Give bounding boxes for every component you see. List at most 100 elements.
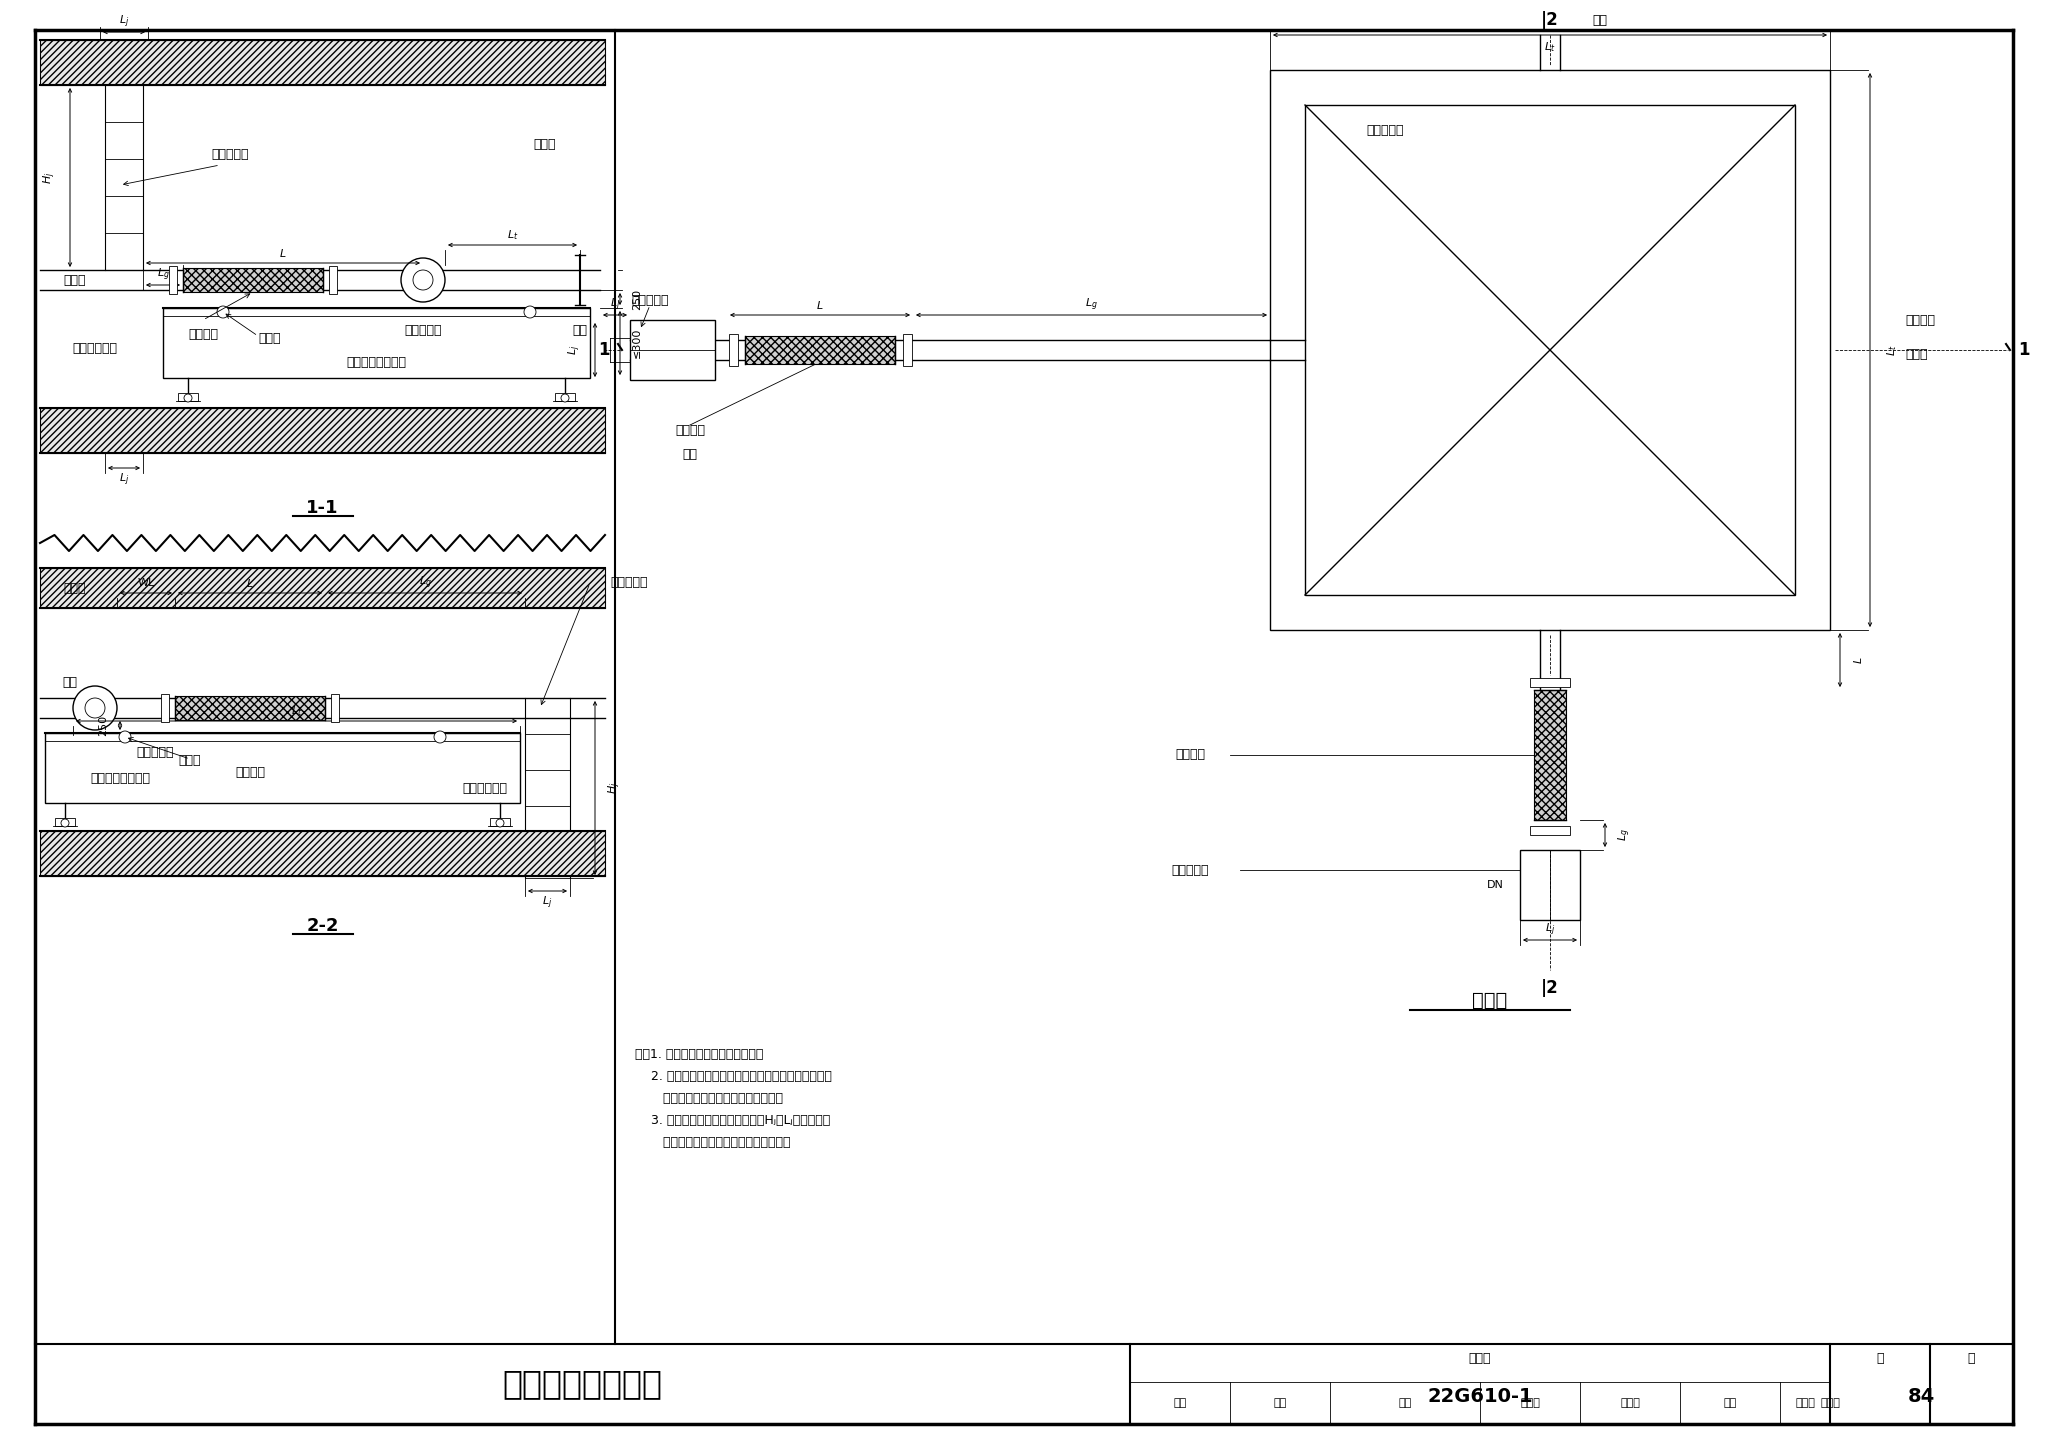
Circle shape [414,270,432,289]
Text: 车挡: 车挡 [63,676,78,689]
Circle shape [561,394,569,401]
Bar [489,819,510,826]
Bar [1305,105,1794,595]
Text: DN: DN [1487,880,1503,890]
Text: $L_j$: $L_j$ [610,297,621,313]
Text: 下固定台架: 下固定台架 [1171,864,1208,877]
Circle shape [86,698,104,718]
Text: 车挡: 车挡 [573,323,588,336]
Text: WL: WL [137,579,156,587]
Bar [729,334,737,366]
Bar [170,266,176,294]
Text: 审核: 审核 [1174,1397,1186,1407]
Text: $H_j$: $H_j$ [41,172,57,183]
Text: 图集号: 图集号 [1468,1352,1491,1364]
Bar [182,268,324,292]
Bar [332,694,340,723]
Text: 配管移动车: 配管移动车 [137,746,174,759]
Text: 隔震层: 隔震层 [63,582,86,595]
Bar [162,694,170,723]
Text: 22G610-1: 22G610-1 [1427,1387,1532,1406]
Text: 250: 250 [633,288,641,310]
Text: 金属软管: 金属软管 [188,327,217,340]
Text: 2. 移动车平台当采用混凝土平台时，平台面应光滑，: 2. 移动车平台当采用混凝土平台时，平台面应光滑， [635,1070,831,1083]
Bar [1270,70,1831,630]
Text: |2: |2 [1542,979,1559,997]
Text: 金属软管: 金属软管 [236,766,264,779]
Text: 1-1: 1-1 [307,499,338,518]
Text: 支撑式移: 支撑式移 [1905,314,1935,327]
Text: $L_g$: $L_g$ [1085,297,1098,313]
Text: 配管移动车: 配管移动车 [1366,124,1403,137]
Bar [1520,851,1579,920]
Text: 邓煜: 邓煜 [1274,1397,1286,1407]
Text: $L_j$: $L_j$ [567,345,584,355]
Text: 3. 上固定台架与下固定台架尺寸Hⱼ、Lⱼ仅表示台架: 3. 上固定台架与下固定台架尺寸Hⱼ、Lⱼ仅表示台架 [635,1115,829,1127]
Text: 高度可调支腿: 高度可调支腿 [72,342,117,355]
Bar [745,336,895,364]
Text: $L$: $L$ [279,247,287,259]
Text: $L_j$: $L_j$ [1544,922,1554,938]
Bar [45,733,520,803]
Text: 上固定台架: 上固定台架 [631,294,670,307]
Text: 金属软管: 金属软管 [1176,749,1204,762]
Bar [55,819,76,826]
Circle shape [217,305,229,318]
Text: ≤300: ≤300 [633,327,641,358]
Bar [1534,691,1567,820]
Bar [1530,826,1571,835]
Text: 金属软管水平连接: 金属软管水平连接 [502,1368,662,1400]
Bar [41,409,604,454]
Text: $L_g$: $L_g$ [1618,829,1634,842]
Text: |2: |2 [1542,12,1559,29]
Text: 上固定台架: 上固定台架 [211,148,248,161]
Text: 的高度、宽度，不代表二者尺寸相同。: 的高度、宽度，不代表二者尺寸相同。 [635,1137,791,1150]
Text: 2-2: 2-2 [307,917,338,935]
Circle shape [61,819,70,827]
Text: 车挡: 车挡 [1593,13,1608,26]
Text: $L_t$: $L_t$ [291,704,303,718]
Text: $L_t$: $L_t$ [1884,345,1898,356]
Text: $L_g$: $L_g$ [418,574,432,592]
Text: 配管移动车: 配管移动车 [403,323,442,336]
Text: 隔震层: 隔震层 [535,138,557,151]
Text: 注：1. 移动车並可固定在上部结构。: 注：1. 移动车並可固定在上部结构。 [635,1048,764,1061]
Text: $L$: $L$ [1851,656,1864,664]
Bar [41,569,604,608]
Text: $L_j$: $L_j$ [119,471,129,489]
Bar [1530,678,1571,686]
Text: 万向轮: 万向轮 [178,755,201,768]
Circle shape [184,394,193,401]
Text: 1: 1 [2017,342,2030,359]
Text: 84: 84 [1909,1387,1935,1406]
Text: 车挡: 车挡 [682,448,698,461]
Text: 250: 250 [98,715,109,736]
Bar [631,320,715,379]
Text: $L_t$: $L_t$ [506,228,518,241]
Bar [41,832,604,875]
Circle shape [119,731,131,743]
Text: 设计: 设计 [1722,1397,1737,1407]
Text: 隔震层: 隔震层 [63,273,86,286]
Text: 支撑式移动车平台: 支撑式移动车平台 [90,772,150,785]
Text: 木进波: 木进波 [1620,1397,1640,1407]
Text: $L_j$: $L_j$ [119,13,129,31]
Text: 页: 页 [1876,1352,1884,1364]
Circle shape [524,305,537,318]
Bar [174,696,326,720]
Text: 高度可调支腿: 高度可调支腿 [463,781,508,794]
Circle shape [434,731,446,743]
Text: 下固定台架: 下固定台架 [610,576,647,589]
Circle shape [401,257,444,302]
Text: 动平台: 动平台 [1905,349,1927,362]
Text: $L$: $L$ [246,577,254,589]
Text: 1: 1 [598,342,610,359]
Circle shape [74,686,117,730]
Text: 支撑式移动车平台: 支撑式移动车平台 [346,356,406,369]
Text: $L_j$: $L_j$ [543,894,553,912]
Text: $L$: $L$ [817,300,823,311]
Bar [164,308,590,378]
Text: 平面图: 平面图 [1473,990,1507,1009]
Text: 万向轮: 万向轮 [258,332,281,345]
Bar [903,334,911,366]
